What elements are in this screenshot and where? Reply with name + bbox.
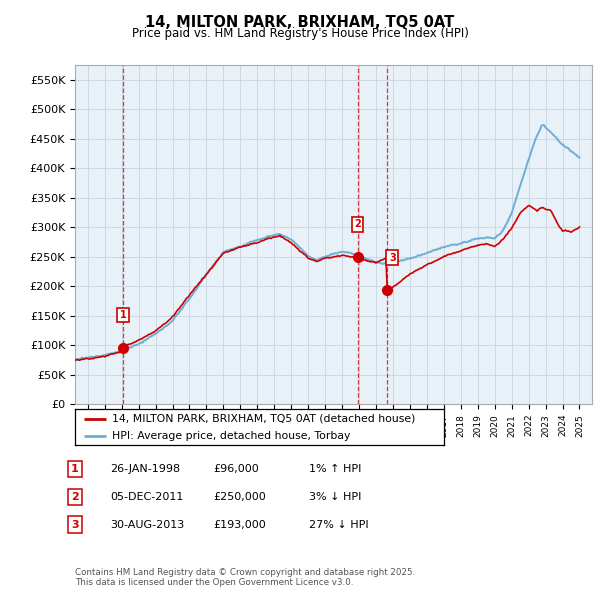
Text: HPI: Average price, detached house, Torbay: HPI: Average price, detached house, Torb… <box>112 431 350 441</box>
Text: £96,000: £96,000 <box>213 464 259 474</box>
Text: 3: 3 <box>389 253 395 263</box>
Text: 27% ↓ HPI: 27% ↓ HPI <box>309 520 368 529</box>
Text: 14, MILTON PARK, BRIXHAM, TQ5 0AT (detached house): 14, MILTON PARK, BRIXHAM, TQ5 0AT (detac… <box>112 414 415 424</box>
Text: £193,000: £193,000 <box>213 520 266 529</box>
Text: 2: 2 <box>71 492 79 502</box>
Text: Price paid vs. HM Land Registry's House Price Index (HPI): Price paid vs. HM Land Registry's House … <box>131 27 469 40</box>
Text: 05-DEC-2011: 05-DEC-2011 <box>110 492 183 502</box>
Text: 1: 1 <box>119 310 126 320</box>
Text: 30-AUG-2013: 30-AUG-2013 <box>110 520 184 529</box>
Text: Contains HM Land Registry data © Crown copyright and database right 2025.
This d: Contains HM Land Registry data © Crown c… <box>75 568 415 587</box>
Text: 14, MILTON PARK, BRIXHAM, TQ5 0AT: 14, MILTON PARK, BRIXHAM, TQ5 0AT <box>145 15 455 30</box>
Text: £250,000: £250,000 <box>213 492 266 502</box>
Text: 3: 3 <box>71 520 79 529</box>
Text: 2: 2 <box>355 219 361 229</box>
Text: 1: 1 <box>71 464 79 474</box>
Text: 26-JAN-1998: 26-JAN-1998 <box>110 464 180 474</box>
Text: 3% ↓ HPI: 3% ↓ HPI <box>309 492 361 502</box>
Text: 1% ↑ HPI: 1% ↑ HPI <box>309 464 361 474</box>
